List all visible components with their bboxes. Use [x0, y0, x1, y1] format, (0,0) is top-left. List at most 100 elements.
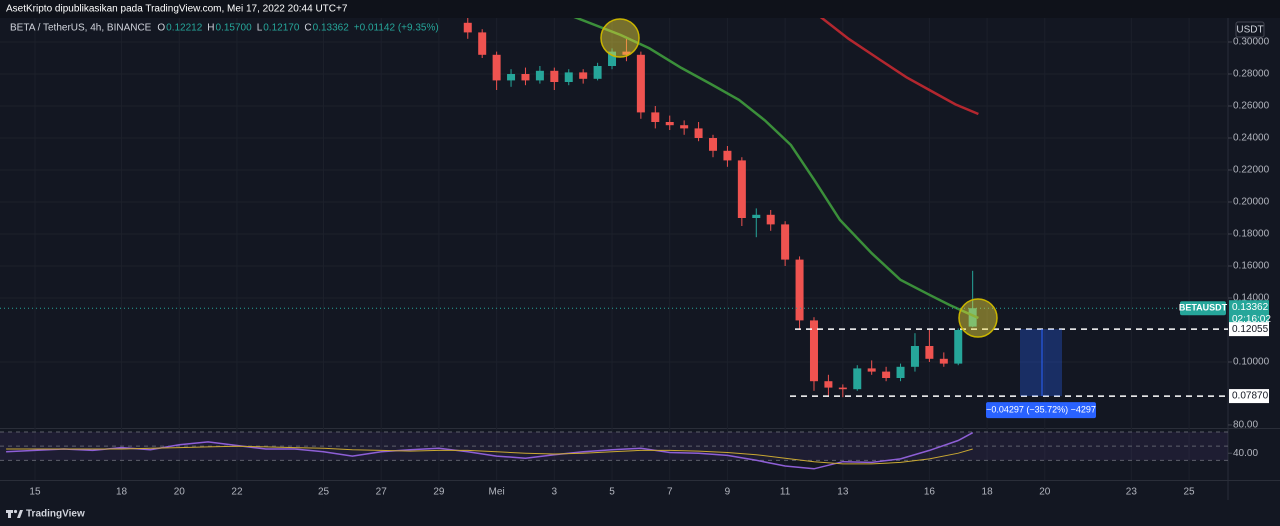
ohlc-value: 0.12170	[263, 23, 300, 34]
candle-body	[665, 122, 674, 126]
price-pane	[0, 18, 1228, 398]
candle-body	[709, 138, 718, 151]
y-tick-label: 0.20000	[1233, 197, 1270, 208]
candle-body	[882, 371, 891, 378]
highlight-circle	[600, 18, 640, 58]
candle-body	[521, 74, 530, 81]
candle-body	[925, 346, 934, 359]
x-tick-label: 20	[174, 487, 186, 498]
legend: BETA / TetherUS, 4h, BINANCE O 0.12212 H 0.1…	[10, 23, 439, 34]
brand: TradingView	[26, 509, 85, 520]
rsi-line	[6, 445, 973, 465]
rsi-tick-label: 40.00	[1233, 448, 1258, 459]
overlay: USDT 15 18 20 22 25 27 29 Mei 3 5 7 9 11 13 16 18 20 23 25 0…	[29, 18, 1271, 498]
candle-body	[853, 368, 862, 390]
candle-body	[824, 381, 833, 388]
candle-body	[795, 259, 804, 321]
ohlc-key: H	[207, 23, 214, 34]
x-tick-label: 25	[318, 487, 330, 498]
candle-body	[478, 32, 487, 55]
y-tick-label: 0.24000	[1233, 133, 1270, 144]
tradingview-logo	[6, 509, 23, 518]
y-tick-label: 0.22000	[1233, 165, 1270, 176]
grid	[0, 18, 1228, 480]
symbol: BETA / TetherUS, 4h, BINANCE	[10, 23, 152, 34]
rsi-band	[0, 432, 1228, 461]
change: +0.01142 (+9.35%)	[354, 23, 439, 34]
x-tick-label: 3	[552, 487, 558, 498]
rsi-pane	[0, 431, 1228, 470]
x-tick-label: 11	[780, 487, 791, 498]
level-box	[1229, 322, 1269, 337]
publish-bar	[0, 0, 1280, 18]
rsi-tick-label: 80.00	[1233, 420, 1258, 431]
x-tick-label: 18	[116, 487, 128, 498]
x-tick-label: 15	[29, 487, 41, 498]
level-label: 0.12055	[1232, 324, 1269, 335]
y-tick-label: 0.18000	[1233, 229, 1270, 240]
x-tick-label: 25	[1183, 487, 1195, 498]
candle-body	[608, 51, 617, 66]
x-tick-label: 20	[1039, 487, 1051, 498]
ohlc-value: 0.12212	[166, 23, 203, 34]
x-tick-label: 5	[609, 487, 615, 498]
x-tick-label: 13	[837, 487, 849, 498]
last-price-label: 0.13362	[1232, 302, 1269, 313]
x-tick-label: 16	[924, 487, 936, 498]
publisher-note: AsetKripto dipublikasikan pada TradingVi…	[6, 4, 348, 15]
candle-body	[564, 72, 573, 82]
candle-body	[651, 112, 660, 122]
highlight-circle	[958, 298, 998, 338]
rsi-line	[6, 432, 974, 470]
measure-area	[1020, 329, 1062, 397]
symbol-tag	[1180, 301, 1226, 316]
x-tick-label: 22	[231, 487, 243, 498]
candle-body	[507, 74, 516, 81]
candle-body	[954, 330, 963, 364]
candle-body	[579, 72, 588, 79]
ohlc-value: 0.15700	[216, 23, 253, 34]
candle-body	[838, 387, 847, 390]
ohlc-key: O	[157, 23, 165, 34]
candle-body	[867, 368, 876, 372]
x-tick-label: 18	[982, 487, 994, 498]
x-tick-label: 23	[1126, 487, 1138, 498]
x-tick-label: 9	[725, 487, 731, 498]
ohlc-key: L	[257, 23, 263, 34]
candle-body	[550, 70, 559, 82]
candle-body	[968, 308, 977, 327]
candle-body	[636, 54, 645, 113]
y-tick-label: 0.10000	[1233, 357, 1270, 368]
level-label: 0.07870	[1232, 391, 1269, 402]
y-tick-label: 0.26000	[1233, 101, 1270, 112]
candle-body	[910, 346, 919, 367]
candle-body	[463, 22, 472, 33]
candle-body	[535, 70, 544, 81]
currency-box	[1235, 21, 1265, 38]
moving-average	[573, 18, 979, 320]
candle-body	[781, 224, 790, 260]
ohlc-key: C	[304, 23, 311, 34]
x-tick-label: 27	[376, 487, 388, 498]
y-tick-label: 0.14000	[1233, 293, 1270, 304]
candle-body	[593, 66, 602, 79]
measure-label-box	[986, 402, 1096, 419]
moving-average	[819, 18, 979, 116]
candle-body	[737, 160, 746, 218]
y-tick-label: 0.30000	[1233, 37, 1270, 48]
currency: USDT	[1236, 25, 1263, 36]
ohlc-value: 0.13362	[313, 23, 350, 34]
candle-body	[723, 150, 732, 161]
measure-label: −0.04297 (−35.72%) −4297	[986, 404, 1096, 414]
x-tick-label: 7	[667, 487, 673, 498]
candle-body	[766, 214, 775, 225]
footer-bar	[0, 502, 1280, 526]
candle-body	[680, 125, 689, 129]
y-tick-label: 0.28000	[1233, 69, 1270, 80]
candle-body	[694, 128, 703, 138]
candle-body	[896, 366, 905, 378]
level-box	[1229, 389, 1269, 404]
symbol-tag-label: BETAUSDT	[1179, 303, 1228, 313]
candle-body	[939, 358, 948, 364]
